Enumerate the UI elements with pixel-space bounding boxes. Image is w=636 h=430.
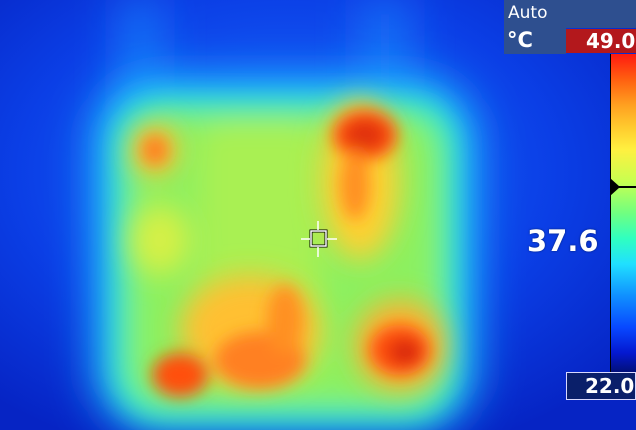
scale-max-value: 49.0 [586,29,636,53]
scale-min-box [566,372,636,400]
unit-box [504,28,566,54]
scale-max-box [566,29,636,53]
crosshair-icon [301,221,337,257]
hot-spots [142,110,430,397]
color-scale-bar [610,54,636,372]
unit-label: °C [507,28,533,52]
triangle-pointer-icon [610,178,620,196]
range-mode-box [504,0,636,28]
scale-min-value: 22.0 [585,374,635,398]
range-mode-label: Auto [508,3,548,23]
spot-temperature: 37.6 [527,224,599,258]
scale-pointer-line [614,186,636,188]
